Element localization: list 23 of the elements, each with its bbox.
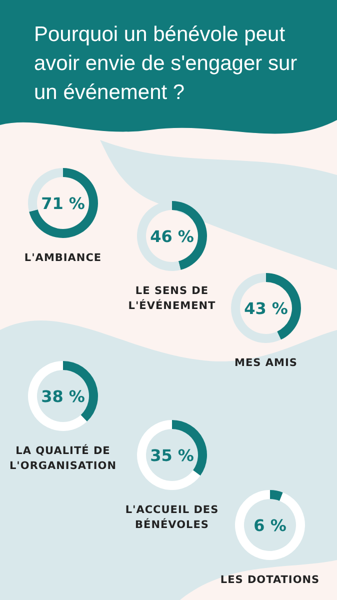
text: LE SENS DE L'ÉVÉNEMENT <box>127 284 217 314</box>
text: LA QUALITÉ DE L'ORGANISATION <box>8 444 118 474</box>
donut-slice <box>172 420 207 476</box>
text: L'AMBIANCE <box>23 251 103 266</box>
donut-slice <box>266 273 301 340</box>
text: L'ACCUEIL DES BÉNÉVOLES <box>124 503 220 533</box>
donut-slice <box>235 490 305 560</box>
donut-slice <box>29 168 98 238</box>
text: MES AMIS <box>234 356 298 371</box>
text: 71 % <box>40 192 86 214</box>
donut-slice <box>172 201 207 270</box>
donut-slice <box>28 168 63 212</box>
donut-slice <box>137 420 200 490</box>
text: LES DOTATIONS <box>219 573 321 588</box>
text: 38 % <box>40 386 86 408</box>
donut-slice <box>63 361 98 422</box>
donut-slice <box>270 490 283 501</box>
text: 6 % <box>252 514 288 536</box>
text: Pourquoi un bénévole peut avoir envie de s'engager sur un événement ? <box>34 22 298 106</box>
text: 35 % <box>149 444 195 466</box>
donut-slice <box>28 361 87 431</box>
text: 43 % <box>243 298 289 320</box>
text: 46 % <box>149 226 195 248</box>
